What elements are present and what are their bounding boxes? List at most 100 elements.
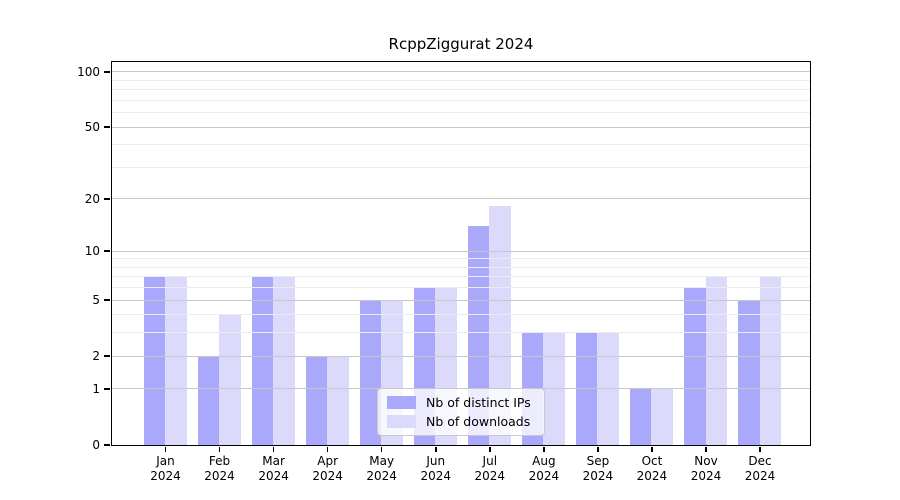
gridline-minor-9 xyxy=(111,258,810,260)
x-tick-month: Dec xyxy=(748,454,772,468)
y-tick-label-1: 1 xyxy=(92,381,100,396)
y-tick-label-20: 20 xyxy=(84,191,100,206)
gridline-minor-4 xyxy=(111,314,810,316)
y-tick-mark-0 xyxy=(104,444,110,446)
bar-downloads-jul xyxy=(489,206,511,445)
x-tick-label-oct: Oct 2024 xyxy=(622,454,682,484)
bar-distinct-ips-may xyxy=(359,299,382,445)
y-tick-label-0: 0 xyxy=(92,438,100,452)
bar-downloads-nov xyxy=(705,276,727,445)
gridline-minor-7 xyxy=(111,276,810,278)
x-tick-month: Feb xyxy=(208,454,231,468)
x-tick-year: 2024 xyxy=(420,469,452,483)
bar-distinct-ips-feb xyxy=(197,355,220,445)
bar-downloads-dec xyxy=(759,276,782,445)
y-tick-mark-1 xyxy=(104,388,110,390)
x-tick-year: 2024 xyxy=(474,469,506,483)
x-tick-mark-dec xyxy=(759,447,761,452)
legend-label-downloads: Nb of downloads xyxy=(426,414,531,429)
gridline-minor-80 xyxy=(111,89,810,91)
x-tick-month: Aug xyxy=(532,454,556,468)
plot-area xyxy=(110,60,811,446)
y-tick-mark-100 xyxy=(104,71,110,73)
gridline-major-50 xyxy=(111,126,810,128)
x-tick-month: Jul xyxy=(482,454,498,468)
y-tick-mark-20 xyxy=(104,198,110,200)
legend-label-distinct-ips: Nb of distinct IPs xyxy=(426,395,531,410)
y-tick-label-50: 50 xyxy=(84,120,100,135)
x-tick-year: 2024 xyxy=(366,469,397,483)
gridline-minor-8 xyxy=(111,266,810,268)
x-tick-mark-sep xyxy=(597,447,599,452)
y-tick-mark-10 xyxy=(104,250,110,252)
x-tick-mark-mar xyxy=(272,447,275,452)
y-tick-mark-2 xyxy=(104,355,110,357)
x-tick-month: Mar xyxy=(262,454,285,468)
x-tick-mark-feb xyxy=(218,447,221,452)
bar-downloads-jan xyxy=(165,276,187,445)
x-tick-month: Jun xyxy=(426,454,446,468)
x-tick-label-jul: Jul 2024 xyxy=(460,454,520,484)
x-tick-year: 2024 xyxy=(312,469,343,483)
x-tick-mark-aug xyxy=(543,447,545,452)
legend-swatch-downloads xyxy=(387,415,416,428)
bar-distinct-ips-jan xyxy=(143,276,165,445)
x-tick-mark-oct xyxy=(651,447,653,452)
x-tick-label-apr: Apr 2024 xyxy=(298,454,358,484)
legend-item-downloads: Nb of downloads xyxy=(378,414,544,429)
bar-downloads-oct xyxy=(651,388,673,445)
y-tick-mark-5 xyxy=(104,299,110,301)
x-tick-label-jun: Jun 2024 xyxy=(406,454,466,484)
gridline-minor-90 xyxy=(111,79,810,81)
x-tick-month: Apr xyxy=(317,454,339,468)
bar-downloads-feb xyxy=(219,314,241,445)
x-tick-mark-apr xyxy=(326,447,329,452)
legend-item-distinct-ips: Nb of distinct IPs xyxy=(378,395,544,410)
x-tick-month: Nov xyxy=(694,454,718,468)
bar-downloads-mar xyxy=(273,276,295,445)
x-tick-label-sep: Sep 2024 xyxy=(568,454,628,484)
x-tick-year: 2024 xyxy=(582,469,614,483)
x-tick-month: Oct xyxy=(641,454,663,468)
gridline-major-20 xyxy=(111,198,810,200)
x-tick-mark-jan xyxy=(164,447,167,452)
chart-title: RcppZiggurat 2024 xyxy=(388,35,534,53)
bar-distinct-ips-oct xyxy=(629,388,652,445)
y-tick-label-5: 5 xyxy=(92,293,100,308)
y-tick-label-100: 100 xyxy=(77,64,100,79)
x-tick-year: 2024 xyxy=(150,469,181,483)
x-tick-year: 2024 xyxy=(636,469,668,483)
x-tick-label-may: May 2024 xyxy=(352,454,412,484)
x-tick-year: 2024 xyxy=(528,469,560,483)
x-tick-label-dec: Dec 2024 xyxy=(730,454,790,484)
bar-distinct-ips-apr xyxy=(305,355,328,445)
x-tick-month: Sep xyxy=(586,454,610,468)
y-tick-label-10: 10 xyxy=(84,244,100,259)
gridline-major-10 xyxy=(111,250,810,252)
legend: Nb of distinct IPs Nb of downloads xyxy=(377,388,545,436)
gridline-major-2 xyxy=(111,355,810,357)
x-tick-label-aug: Aug 2024 xyxy=(514,454,574,484)
bar-distinct-ips-mar xyxy=(251,276,274,445)
gridline-minor-70 xyxy=(111,99,810,101)
x-tick-year: 2024 xyxy=(204,469,235,483)
y-tick-label-2: 2 xyxy=(92,349,100,364)
x-tick-month: May xyxy=(369,454,395,468)
x-tick-year: 2024 xyxy=(744,469,776,483)
gridline-minor-3 xyxy=(111,332,810,334)
bar-downloads-apr xyxy=(327,355,349,445)
x-tick-label-nov: Nov 2024 xyxy=(676,454,736,484)
x-tick-mark-may xyxy=(380,447,383,452)
x-tick-label-mar: Mar 2024 xyxy=(244,454,304,484)
gridline-major-100 xyxy=(111,71,810,73)
gridline-major-5 xyxy=(111,299,810,301)
x-tick-label-jan: Jan 2024 xyxy=(136,454,196,484)
y-tick-mark-50 xyxy=(104,126,110,128)
gridline-minor-60 xyxy=(111,112,810,114)
x-tick-mark-jun xyxy=(435,447,437,452)
x-tick-year: 2024 xyxy=(258,469,289,483)
bar-distinct-ips-dec xyxy=(738,299,760,445)
gridline-minor-6 xyxy=(111,287,810,289)
x-tick-mark-nov xyxy=(705,447,707,452)
